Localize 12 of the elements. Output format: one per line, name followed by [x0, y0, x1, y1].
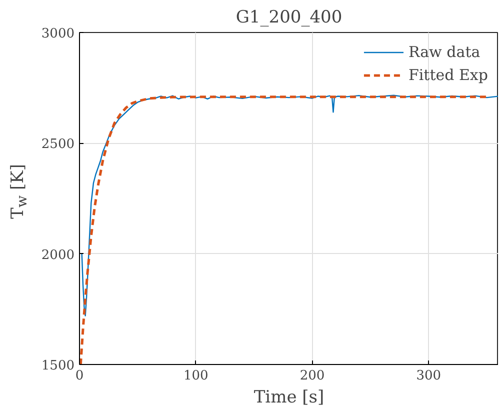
x-tick-label: 300 [416, 368, 442, 384]
y-tick-label: 2500 [41, 137, 75, 152]
y-tick-label: 2000 [41, 248, 75, 263]
x-axis-title: Time [s] [254, 388, 324, 408]
chart-title: G1_200_400 [236, 8, 342, 28]
y-tick-label: 1500 [41, 358, 75, 374]
legend-label: Fitted Exp [408, 66, 488, 84]
y-tick-label: 3000 [41, 26, 75, 42]
x-tick-label: 100 [183, 368, 208, 384]
x-tick-label: 0 [75, 368, 84, 384]
x-tick-label: 200 [300, 368, 325, 384]
legend-label: Raw data [408, 43, 480, 61]
